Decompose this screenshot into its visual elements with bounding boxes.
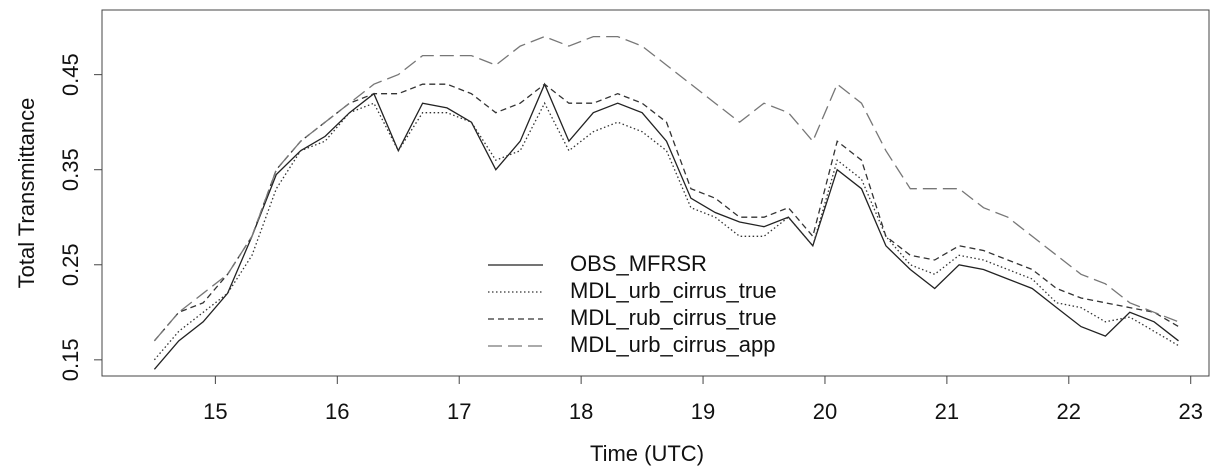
series-line (153, 35, 1179, 342)
x-tick-label: 22 (1057, 399, 1081, 424)
x-tick-label: 21 (935, 399, 959, 424)
y-tick-label: 0.45 (58, 53, 83, 96)
x-axis-label: Time (UTC) (590, 441, 704, 466)
y-tick-label: 0.15 (58, 338, 83, 381)
legend-label: MDL_rub_cirrus_true (570, 305, 777, 330)
x-tick-label: 20 (813, 399, 837, 424)
y-tick-label: 0.35 (58, 148, 83, 191)
series-line (153, 82, 1179, 370)
x-tick-label: 18 (569, 399, 593, 424)
y-tick-label: 0.25 (58, 243, 83, 286)
x-tick-label: 16 (325, 399, 349, 424)
x-tick-label: 19 (691, 399, 715, 424)
legend-label: MDL_urb_cirrus_app (570, 332, 775, 357)
x-tick-label: 17 (447, 399, 471, 424)
y-axis-label: Total Transmittance (14, 98, 39, 289)
legend-label: MDL_urb_cirrus_true (570, 278, 777, 303)
x-tick-label: 23 (1178, 399, 1202, 424)
plot-frame (101, 9, 1210, 377)
legend-label: OBS_MFRSR (570, 251, 707, 276)
x-tick-label: 15 (203, 399, 227, 424)
